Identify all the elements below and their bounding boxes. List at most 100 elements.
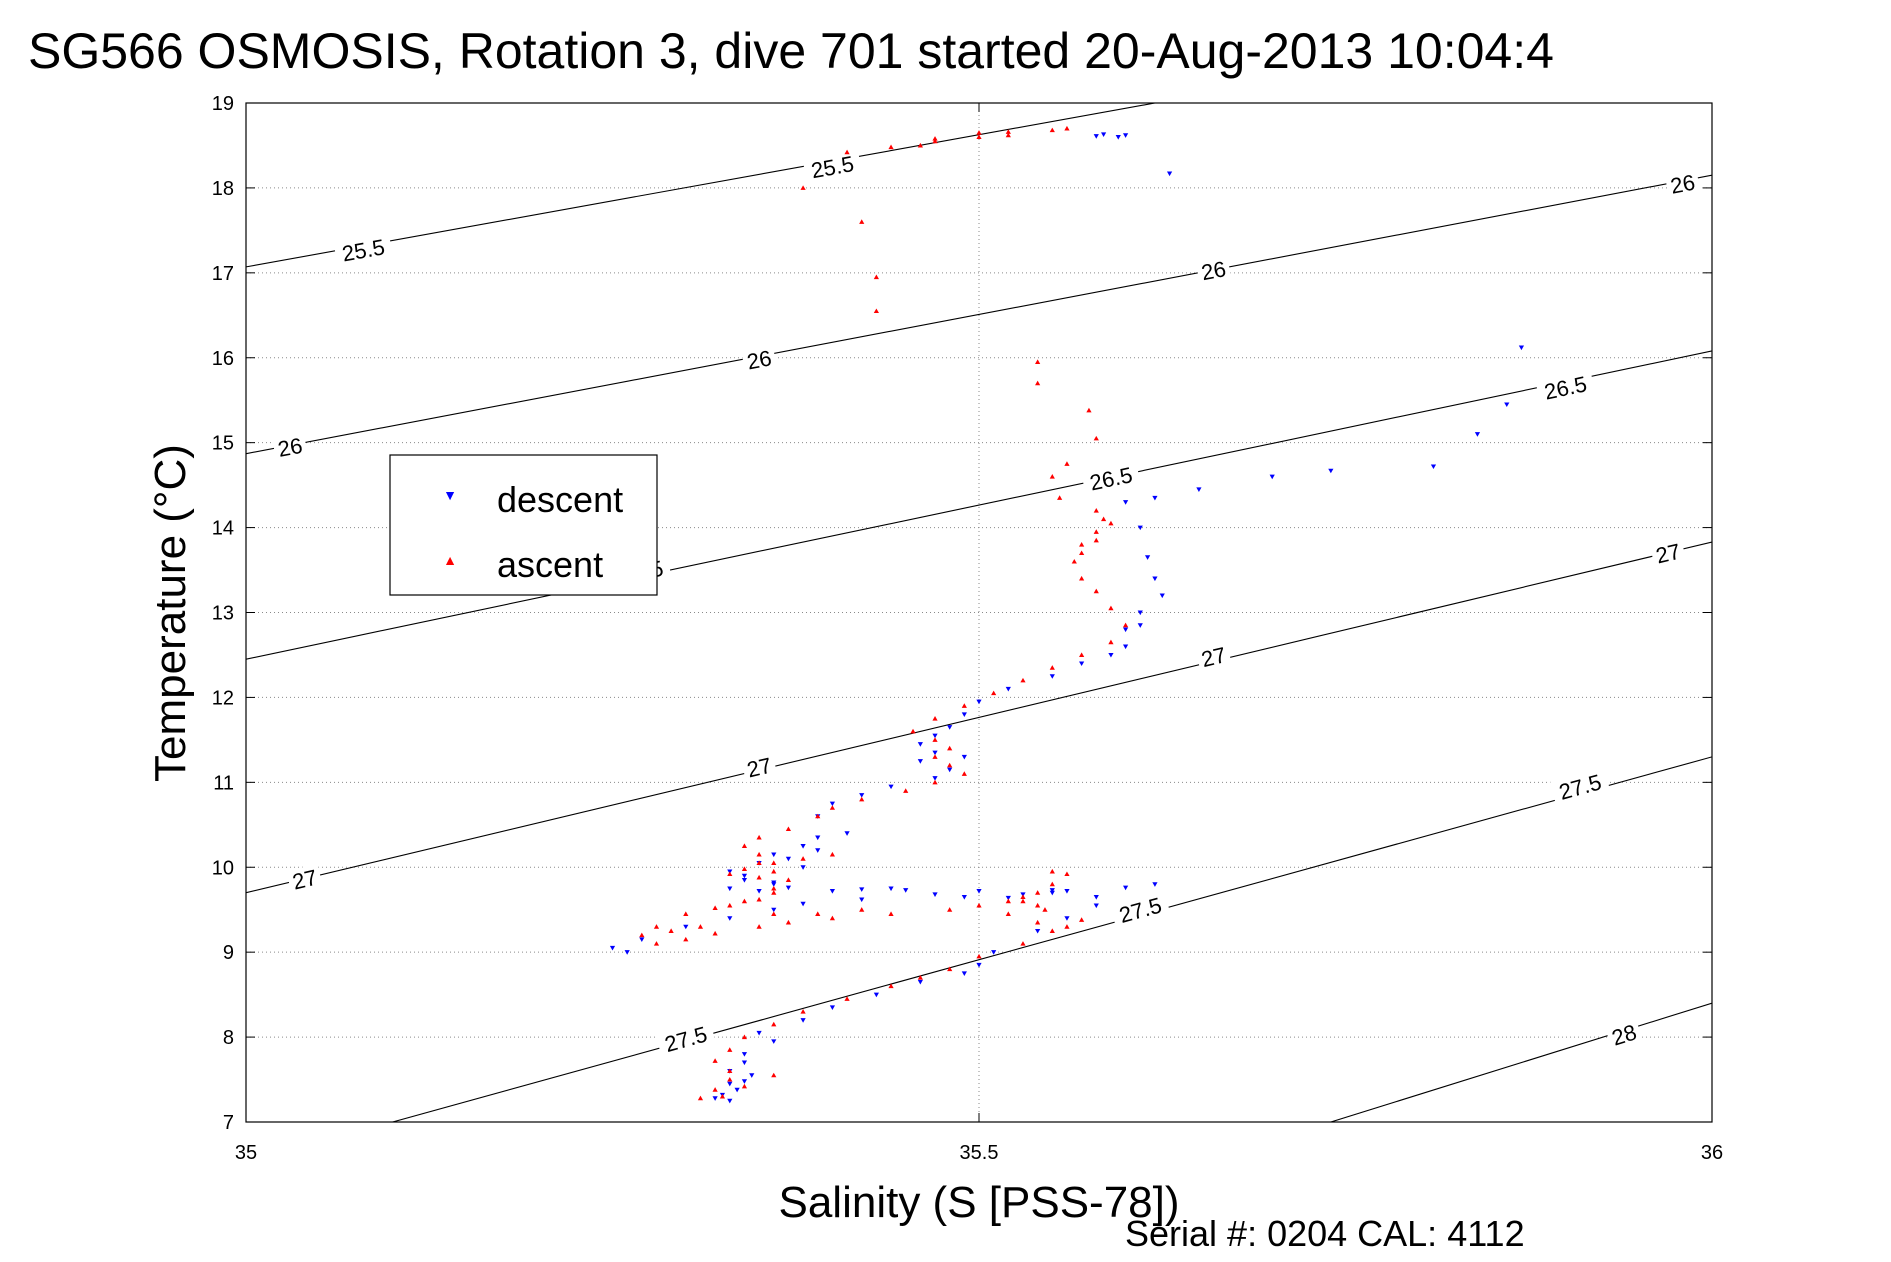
contour-label-bg — [1649, 537, 1687, 569]
ascent-point — [1049, 127, 1055, 133]
ascent-point — [976, 130, 982, 135]
isopycnal-line — [1330, 1002, 1712, 1122]
descent-point — [741, 1052, 748, 1057]
descent-point — [917, 742, 923, 747]
contour-label-bg — [1605, 1018, 1643, 1051]
descent-point — [1123, 644, 1129, 650]
descent-point — [800, 1018, 806, 1023]
ascent-point — [873, 308, 879, 314]
descent-point — [624, 950, 630, 955]
ascent-point — [1123, 622, 1129, 628]
contour-label: 27.5 — [1556, 769, 1604, 805]
descent-point — [873, 992, 879, 998]
descent-point — [1152, 576, 1158, 582]
ascent-point — [1093, 588, 1099, 594]
ascent-point — [1020, 677, 1026, 683]
ascent-point — [756, 851, 762, 857]
ascent-point — [1108, 639, 1114, 645]
ascent-point — [653, 924, 660, 929]
descent-point — [800, 901, 806, 907]
descent-point — [1049, 890, 1055, 896]
contour-label-bg — [1549, 767, 1611, 806]
descent-point — [859, 887, 865, 892]
contour-label-group: 28 — [1605, 1018, 1643, 1051]
y-tick-label: 8 — [223, 1027, 234, 1049]
legend: ▼ descent ▲ ascent — [389, 454, 658, 596]
serial-cal-footer: Serial #: 0204 CAL: 4112 — [1125, 1213, 1525, 1254]
ascent-point — [976, 134, 982, 139]
contour-label-group: 26 — [1664, 168, 1701, 199]
y-tick-label: 11 — [213, 772, 234, 794]
isopycnal-line — [246, 103, 1156, 268]
isopycnal-line — [246, 174, 1712, 455]
ascent-point — [771, 890, 777, 895]
legend-ascent-marker: ▲ — [443, 552, 457, 568]
ascent-point — [1079, 541, 1085, 547]
descent-point — [888, 784, 894, 790]
descent-point — [1159, 593, 1165, 599]
ascent-point — [1086, 407, 1092, 413]
descent-point — [932, 733, 938, 739]
contour-label: 26 — [1199, 256, 1228, 285]
ascent-point — [1035, 380, 1041, 386]
descent-point — [917, 759, 923, 764]
contour-label-bg — [272, 432, 308, 462]
ascent-point — [961, 703, 967, 708]
y-tick-label: 10 — [212, 857, 234, 879]
ascent-point — [785, 919, 792, 925]
ascent-point — [727, 1047, 733, 1052]
descent-point — [609, 945, 616, 951]
ascent-point — [653, 941, 660, 946]
y-tick-label: 16 — [212, 348, 234, 370]
ascent-point — [873, 274, 879, 280]
ascent-point — [697, 1095, 704, 1101]
contour-label-group: 26 — [1195, 255, 1232, 285]
ascent-point — [1035, 919, 1041, 925]
ascent-point — [727, 871, 733, 877]
ascent-point — [1020, 941, 1026, 946]
ascent-point — [947, 745, 953, 751]
descent-point — [1123, 500, 1129, 505]
isopycnal-line — [246, 541, 1712, 894]
ascent-point — [1042, 907, 1048, 912]
ascent-point — [771, 911, 777, 916]
ascent-point — [712, 905, 718, 911]
contour-label: 26.5 — [1542, 371, 1589, 404]
ascent-point — [1020, 894, 1026, 899]
ascent-point — [639, 932, 645, 938]
descent-point — [829, 889, 835, 894]
y-tick-label: 14 — [212, 518, 234, 540]
ascent-point — [771, 885, 777, 891]
x-tick-label: 35.5 — [960, 1142, 999, 1164]
ascent-point — [1049, 928, 1055, 933]
descent-point — [1115, 134, 1121, 140]
ascent-point — [712, 930, 718, 936]
ascent-point — [1057, 495, 1063, 500]
x-tick-label: 36 — [1701, 1142, 1723, 1164]
descent-point — [961, 971, 967, 976]
ascent-point — [1049, 868, 1055, 874]
ascent-point — [1064, 871, 1070, 877]
ascent-point — [917, 975, 923, 980]
contour-label-bg — [802, 149, 863, 184]
descent-point — [741, 1060, 748, 1066]
descent-point — [1064, 916, 1070, 921]
ascent-point — [771, 868, 777, 874]
ascent-point — [947, 907, 953, 912]
descent-point — [1064, 889, 1070, 894]
ascent-point — [668, 928, 674, 933]
descent-point — [932, 892, 938, 898]
contour-label-group: 27.5 — [1110, 890, 1171, 929]
descent-point — [932, 750, 938, 756]
ascent-point — [932, 136, 938, 141]
ascent-point — [1005, 911, 1011, 916]
descent-point — [1137, 610, 1143, 616]
ascent-point — [1093, 508, 1099, 513]
descent-point — [1137, 623, 1143, 628]
ascent-point — [697, 924, 704, 929]
legend-box — [389, 454, 658, 596]
descent-point — [961, 754, 967, 760]
legend-ascent-label: ascent — [497, 544, 603, 585]
ascent-point — [1071, 558, 1077, 564]
descent-point — [749, 1073, 755, 1078]
